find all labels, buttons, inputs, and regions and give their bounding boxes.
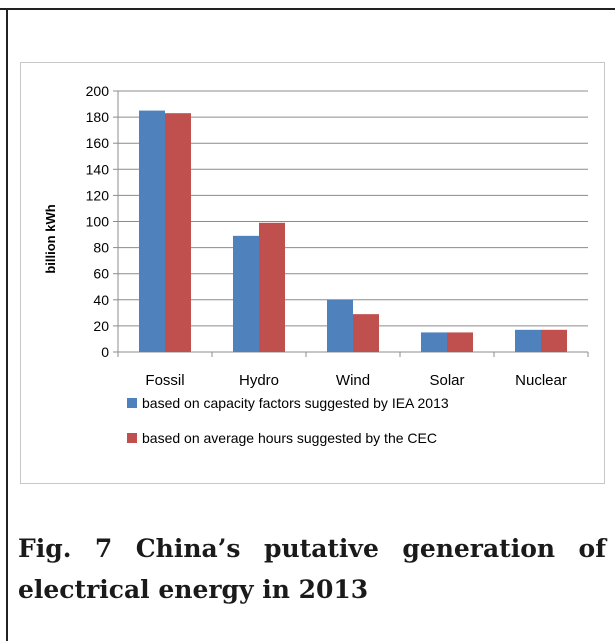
- x-tick-label: Hydro: [239, 372, 279, 389]
- x-tick-label: Solar: [429, 372, 464, 389]
- page-border-left: [6, 8, 8, 641]
- legend: based on capacity factors suggested by I…: [127, 395, 449, 446]
- page-border-top: [0, 8, 615, 10]
- y-tick-label: 40: [93, 292, 109, 308]
- x-tick-label: Fossil: [145, 372, 184, 389]
- legend-label-series-1: based on capacity factors suggested by I…: [142, 395, 449, 411]
- y-tick-label: 80: [93, 240, 109, 256]
- y-axis-label: billion kWh: [43, 204, 58, 273]
- chart-frame: 0 20 40 60 80 100 120 140 160 180 200 Fossil Hydro W…: [20, 62, 605, 484]
- x-tick-labels: Fossil Hydro Wind Solar Nuclear: [145, 372, 566, 389]
- bar-chart: 0 20 40 60 80 100 120 140 160 180 200 Fossil Hydro W…: [43, 83, 589, 446]
- y-tick-label: 120: [86, 187, 110, 203]
- bar-solar-series-1: [421, 332, 447, 352]
- y-tick-label: 20: [93, 318, 109, 334]
- bar-fossil-series-1: [139, 110, 165, 352]
- y-tick-label: 100: [86, 214, 110, 230]
- axes: [113, 90, 589, 357]
- figure-caption: Fig. 7 China’s putative generation of el…: [18, 534, 606, 604]
- bar-fossil-series-2: [165, 113, 191, 352]
- x-tick-label: Nuclear: [515, 372, 567, 389]
- x-tick-label: Wind: [336, 372, 370, 389]
- y-tick-label: 200: [86, 83, 110, 99]
- gridlines: [118, 90, 588, 327]
- legend-swatch-series-1: [127, 398, 137, 408]
- y-tick-label: 140: [86, 161, 110, 177]
- legend-swatch-series-2: [127, 433, 137, 443]
- bar-wind-series-1: [327, 299, 353, 352]
- legend-label-series-2: based on average hours suggested by the …: [142, 430, 437, 446]
- y-tick-label: 0: [101, 344, 109, 360]
- y-tick-labels: 0 20 40 60 80 100 120 140 160 180 200: [86, 83, 110, 360]
- y-tick-label: 60: [93, 266, 109, 282]
- y-tick-label: 160: [86, 135, 110, 151]
- bar-wind-series-2: [353, 314, 379, 352]
- bar-nuclear-series-2: [541, 329, 567, 352]
- bar-solar-series-2: [447, 332, 473, 352]
- bar-nuclear-series-1: [515, 329, 541, 352]
- y-tick-label: 180: [86, 109, 110, 125]
- bar-hydro-series-1: [233, 235, 259, 352]
- bars: [139, 110, 567, 352]
- bar-hydro-series-2: [259, 222, 285, 352]
